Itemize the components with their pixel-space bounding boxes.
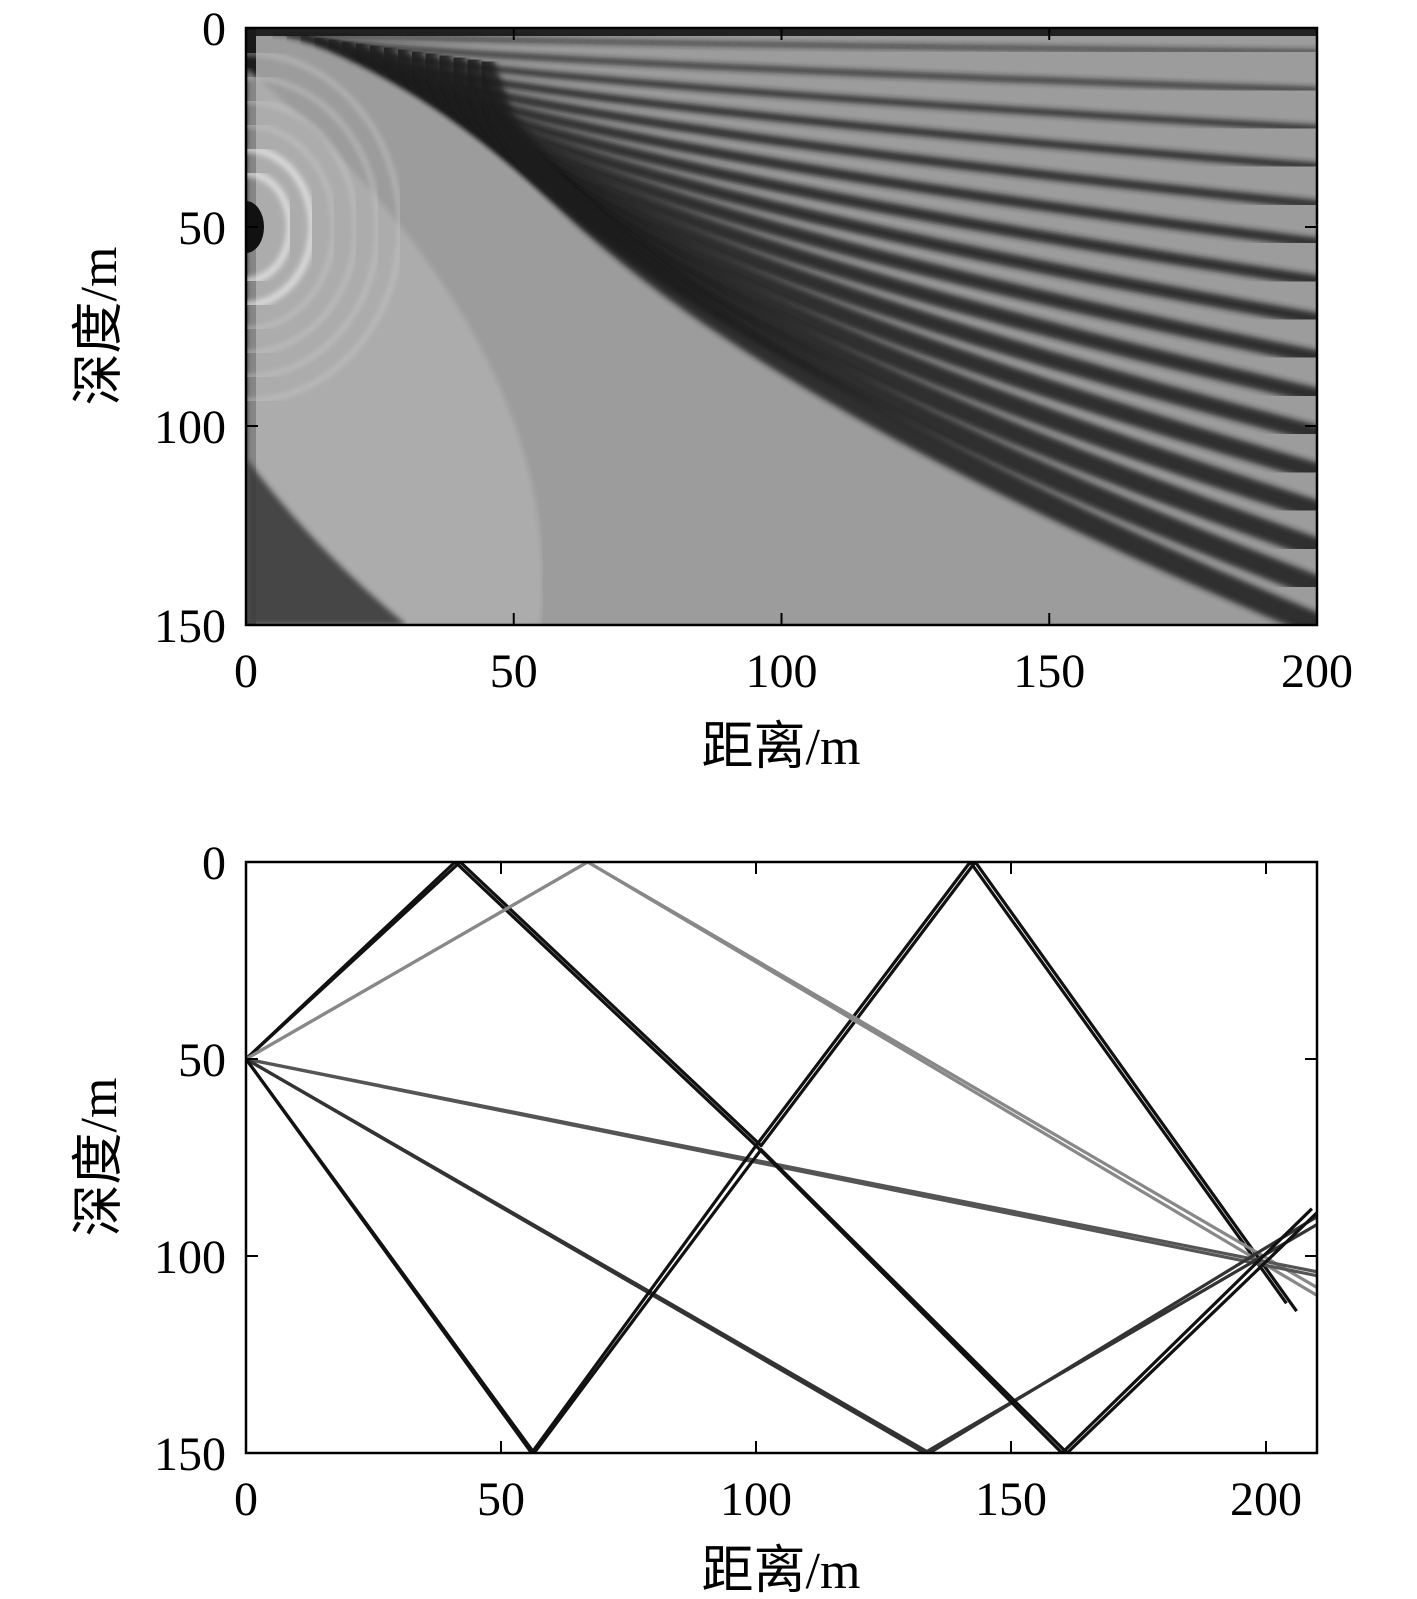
ray-lines [246,862,1317,1453]
ray-ytick-label: 100 [154,1231,226,1284]
ray-plot-area [246,862,1317,1453]
ray-xtick-label: 50 [477,1473,525,1526]
source-ring [246,51,402,403]
source-ring [246,123,336,331]
ray-path-6 [246,1057,1317,1278]
heatmap-ytick-label: 50 [178,202,226,255]
heatmap-xtick-label: 50 [490,645,538,698]
interference-fringe [469,50,1317,625]
heatmap-xlabel: 距离/m [702,719,861,776]
heatmap-chart: 0 50 100 150 200 0 50 100 150 距离/m 深度/m [71,3,1353,776]
source-ring [246,75,380,379]
ray-ytick-label: 0 [202,837,226,890]
interference-fringe [270,30,1317,54]
ray-frame [244,860,1319,1455]
ray-path-10 [246,1058,1317,1453]
ray-chart: 0 50 100 150 200 0 50 100 150 距离/m 深度/m [71,837,1319,1599]
heatmap-fringes [246,28,1317,625]
ray-xtick-label: 200 [1230,1473,1302,1526]
heatmap-xtick-label: 100 [746,645,818,698]
source-ring [246,145,316,309]
ray-ylabel: 深度/m [71,1078,128,1237]
source-ring [246,169,294,285]
heatmap-axes: 0 50 100 150 200 0 50 100 150 [154,3,1353,698]
heatmap-ytick-label: 100 [154,401,226,454]
ray-xtick-label: 100 [720,1473,792,1526]
bottom-left-shadow [246,457,407,625]
source-ring [246,99,358,355]
near-field-region [246,67,543,625]
ray-xtick-label: 150 [975,1473,1047,1526]
heatmap-ylabel: 深度/m [71,247,128,406]
ray-path-2 [246,862,1298,1313]
ray-ytick-label: 50 [178,1034,226,1087]
heatmap-ytick-label: 0 [202,3,226,56]
heatmap-xtick-label: 0 [234,645,258,698]
ray-xtick-label: 0 [234,1473,258,1526]
heatmap-xtick-label: 200 [1281,645,1353,698]
heatmap-xtick-label: 150 [1013,645,1085,698]
heatmap-ytick-label: 150 [154,600,226,653]
ray-path-8 [246,1057,1317,1453]
ray-xlabel: 距离/m [702,1543,861,1599]
ray-axes: 0 50 100 150 200 0 50 100 150 [154,837,1317,1526]
heatmap-field [246,28,1317,625]
ray-ytick-label: 150 [154,1428,226,1481]
ray-path-4 [246,862,1317,1297]
